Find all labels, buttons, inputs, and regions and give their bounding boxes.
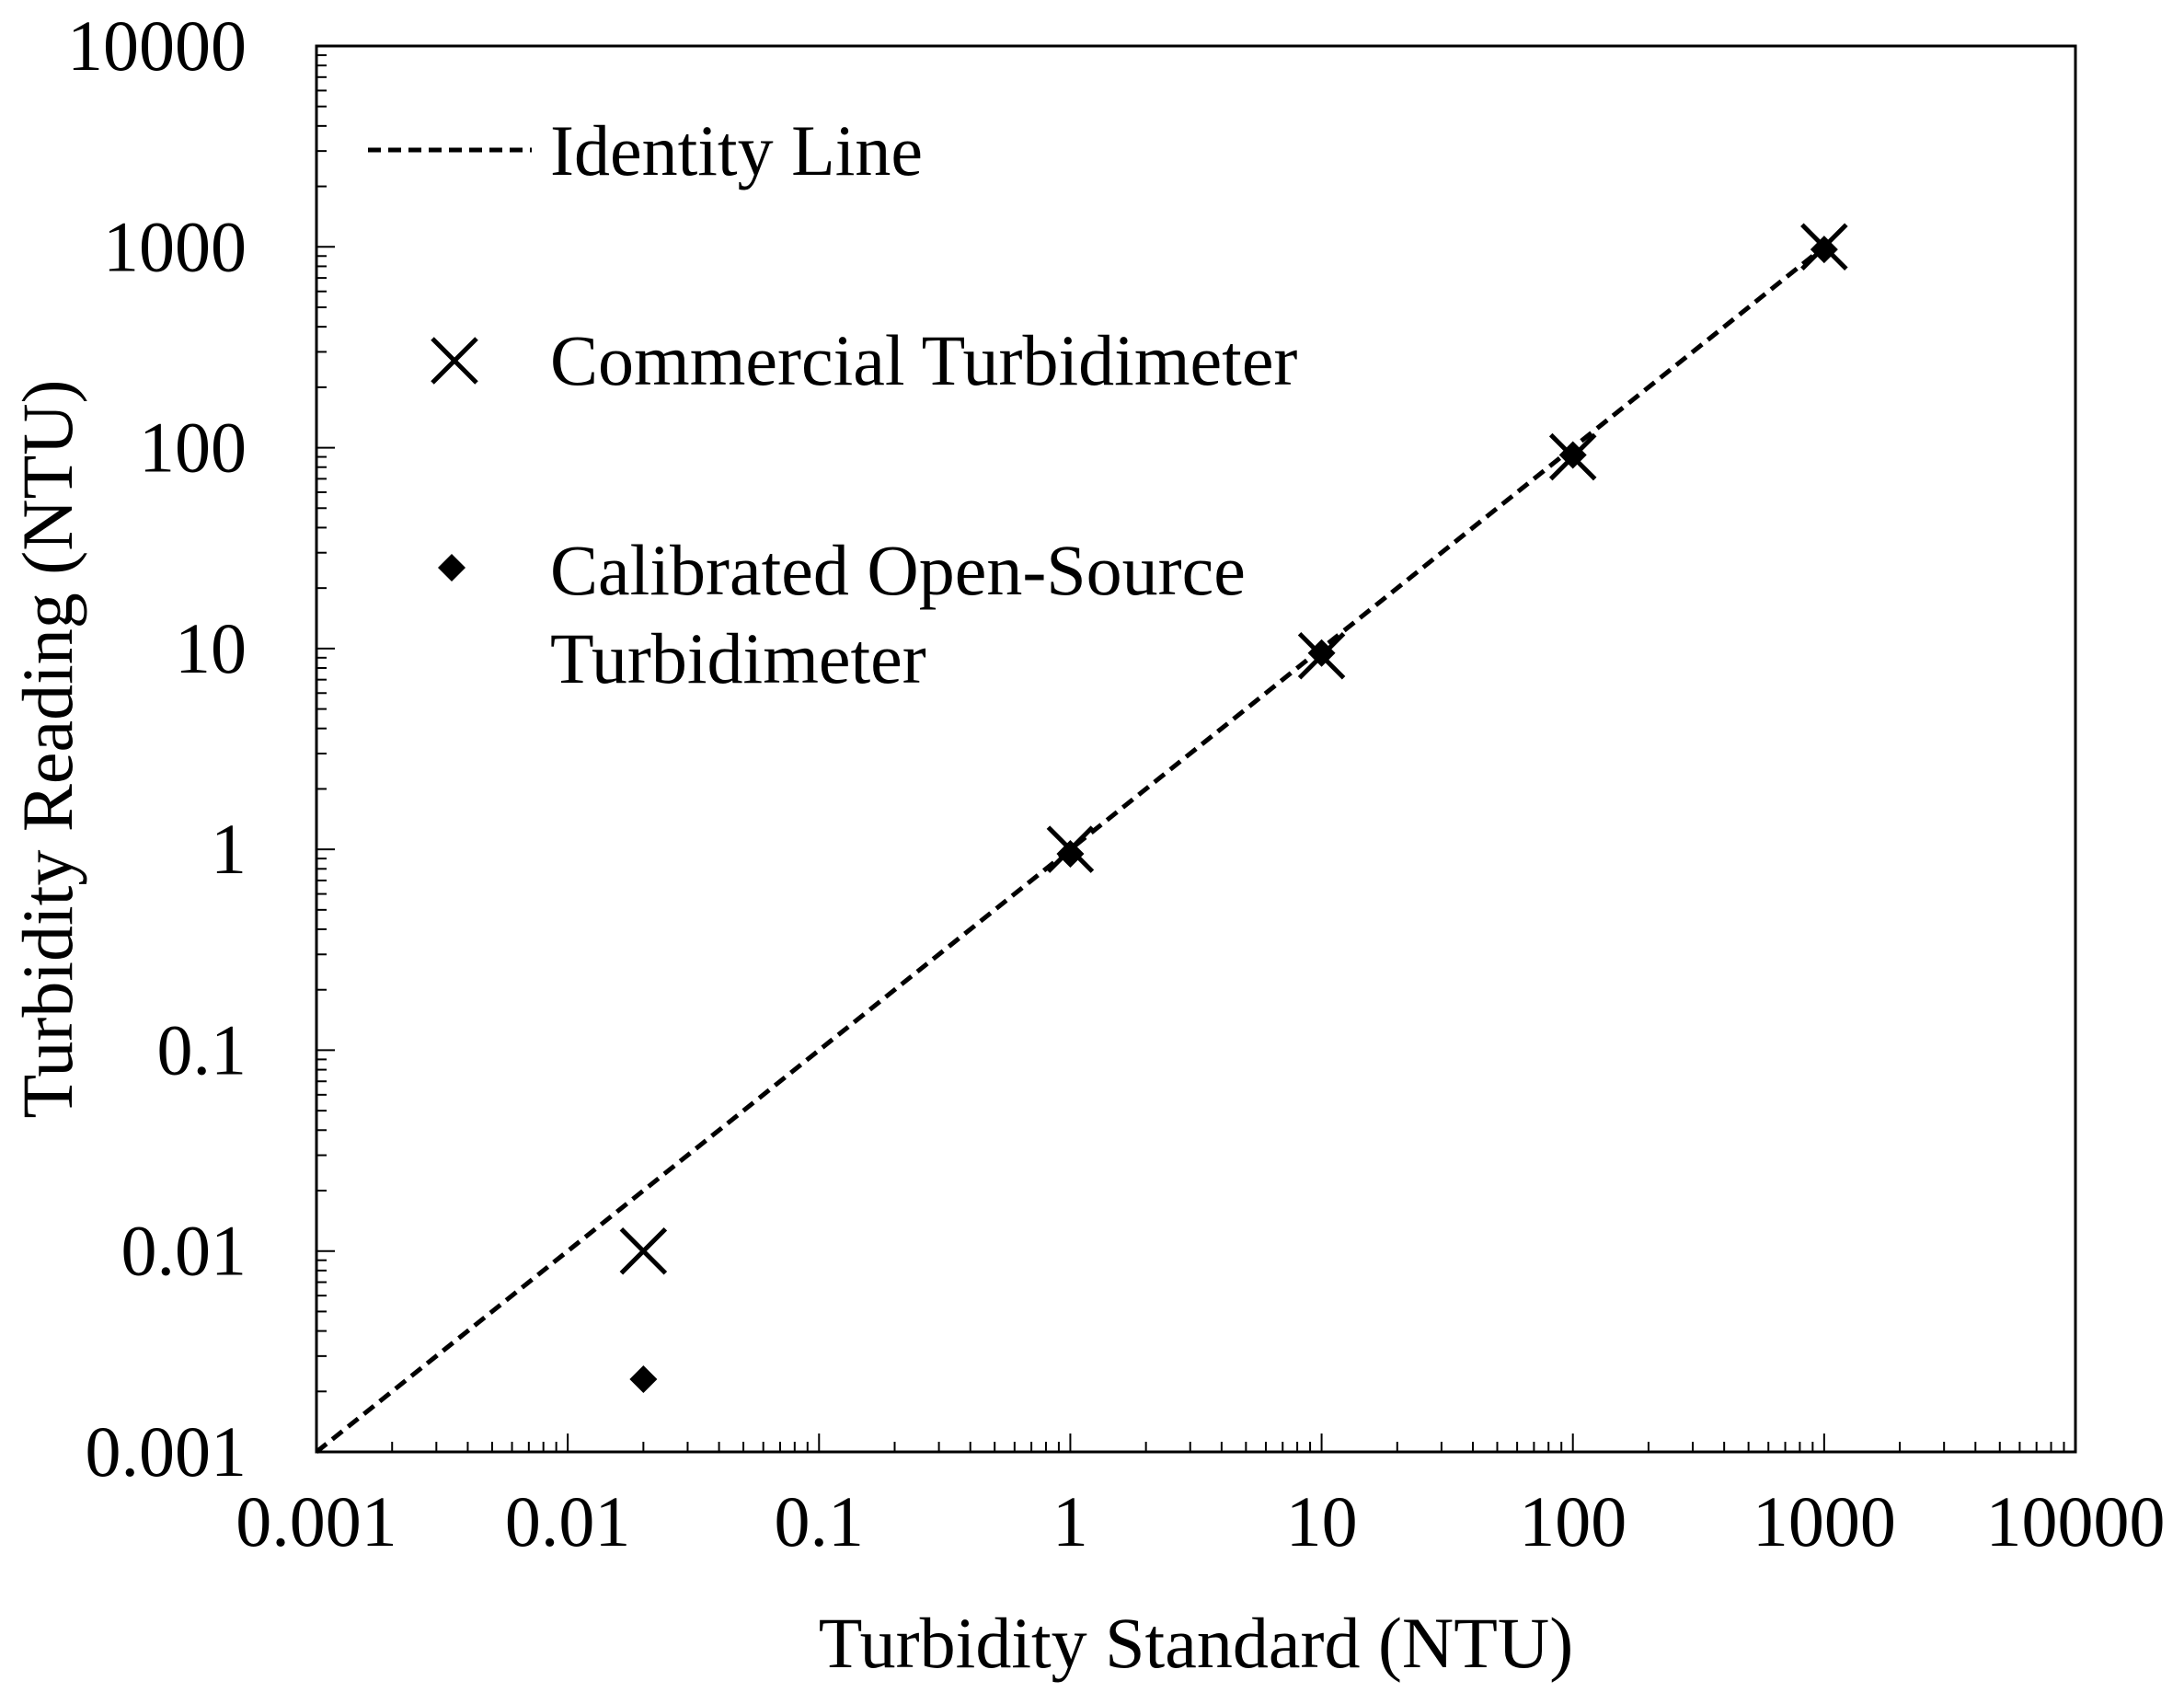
commercial-point-stroke: [619, 1226, 668, 1275]
x-tick-label: 10: [1286, 1481, 1358, 1561]
legend-identity-label: Identity Line: [550, 110, 923, 190]
x-tick-label: 1000: [1753, 1481, 1896, 1561]
x-axis-title: Turbidity Standard (NTU): [819, 1603, 1573, 1683]
y-axis-title: Turbidity Reading (NTU): [7, 379, 87, 1118]
x-tick-label: 0.01: [505, 1481, 631, 1561]
open-source-point: [1056, 840, 1085, 869]
x-axis-tick-labels: 0.001 0.01 0.1 1 10 100 1000 10000: [236, 1481, 2165, 1561]
plot-frame: [315, 44, 2077, 1454]
x-tick-label: 1: [1052, 1481, 1088, 1561]
legend: Identity Line Commercial Turbidimeter Ca…: [368, 110, 1297, 698]
open-source-point: [629, 1365, 658, 1394]
open-source-point: [1810, 236, 1838, 264]
commercial-point: [619, 1226, 668, 1275]
y-tick-label: 10000: [67, 6, 247, 86]
x-tick-label: 10000: [1986, 1481, 2166, 1561]
legend-commercial-label: Commercial Turbidimeter: [550, 320, 1297, 400]
y-tick-label: 0.1: [157, 1009, 247, 1089]
y-tick-label: 10: [175, 608, 247, 688]
y-tick-label: 0.001: [86, 1411, 247, 1491]
legend-open-source-marker: [438, 554, 466, 581]
y-tick-label: 1000: [103, 206, 247, 286]
y-tick-label: 0.01: [121, 1211, 247, 1291]
legend-open-source-label-line2: Turbidimeter: [550, 618, 926, 698]
y-tick-label: 1: [211, 809, 247, 889]
y-axis-tick-labels: 0.001 0.01 0.1 1 10 100 1000 10000: [67, 6, 247, 1491]
legend-commercial-marker: [431, 337, 478, 385]
x-tick-label: 0.001: [236, 1481, 397, 1561]
legend-open-source-label-line1: Calibrated Open-Source: [550, 530, 1246, 610]
x-tick-label: 0.1: [775, 1481, 865, 1561]
open-source-point: [1558, 441, 1587, 469]
axis-ticks: [316, 45, 2076, 1453]
open-source-point: [1307, 639, 1336, 667]
x-tick-label: 100: [1519, 1481, 1627, 1561]
y-tick-label: 100: [139, 408, 247, 488]
data-points: [619, 223, 1848, 1394]
